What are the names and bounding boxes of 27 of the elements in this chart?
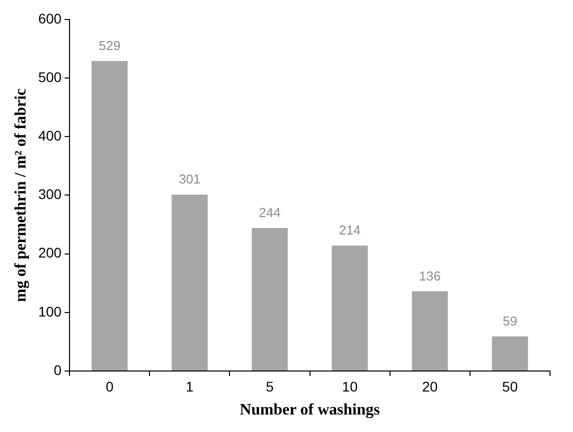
y-tick-label: 300 <box>38 186 62 202</box>
y-tick-label: 600 <box>38 10 62 26</box>
data-label: 301 <box>178 172 201 187</box>
x-tick-label: 10 <box>342 378 358 394</box>
x-tick-label: 20 <box>422 378 438 394</box>
bar <box>492 336 528 370</box>
bar <box>412 291 448 370</box>
bar <box>332 246 368 370</box>
x-tick-label: 1 <box>186 378 194 394</box>
y-tick-label: 500 <box>38 68 62 85</box>
y-tick-label: 0 <box>54 362 62 378</box>
bar <box>252 228 288 370</box>
bar <box>172 194 208 370</box>
bar <box>92 61 128 370</box>
y-tick-label: 400 <box>38 127 62 144</box>
data-label: 136 <box>419 268 441 284</box>
x-tick-label: 50 <box>502 378 518 394</box>
y-tick-label: 200 <box>38 244 62 261</box>
y-tick-label: 100 <box>38 303 62 320</box>
x-tick-label: 0 <box>106 378 114 394</box>
data-label: 244 <box>258 205 281 220</box>
data-label: 59 <box>502 314 518 329</box>
x-tick-label: 5 <box>266 378 274 394</box>
data-label: 529 <box>98 38 120 54</box>
data-label: 214 <box>338 222 361 238</box>
x-axis-title: Number of washings <box>240 402 380 419</box>
y-axis-title: mg of permethrin / m² of fabric <box>12 88 30 302</box>
